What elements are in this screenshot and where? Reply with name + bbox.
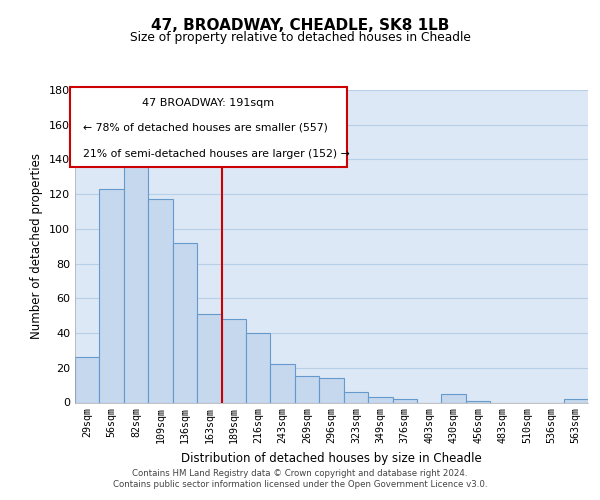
Bar [392,399,417,402]
X-axis label: Distribution of detached houses by size in Cheadle: Distribution of detached houses by size … [181,452,482,464]
Text: 21% of semi-detached houses are larger (152) →: 21% of semi-detached houses are larger (… [83,150,349,160]
Bar [344,392,368,402]
Bar [368,398,392,402]
Bar [100,189,124,402]
Bar [221,319,246,402]
Text: ← 78% of detached houses are smaller (557): ← 78% of detached houses are smaller (55… [83,123,328,133]
Bar [197,314,221,402]
Text: Size of property relative to detached houses in Cheadle: Size of property relative to detached ho… [130,32,470,44]
Y-axis label: Number of detached properties: Number of detached properties [31,153,43,339]
Bar [148,200,173,402]
FancyBboxPatch shape [70,87,347,166]
Bar [466,401,490,402]
Bar [295,376,319,402]
Bar [173,243,197,402]
Bar [563,399,588,402]
Text: Contains HM Land Registry data © Crown copyright and database right 2024.: Contains HM Land Registry data © Crown c… [132,469,468,478]
Bar [124,142,148,403]
Text: Contains public sector information licensed under the Open Government Licence v3: Contains public sector information licen… [113,480,487,489]
Bar [75,358,100,403]
Bar [271,364,295,403]
Bar [319,378,344,402]
Text: 47 BROADWAY: 191sqm: 47 BROADWAY: 191sqm [142,98,274,108]
Bar [246,333,271,402]
Bar [442,394,466,402]
Text: 47, BROADWAY, CHEADLE, SK8 1LB: 47, BROADWAY, CHEADLE, SK8 1LB [151,18,449,32]
